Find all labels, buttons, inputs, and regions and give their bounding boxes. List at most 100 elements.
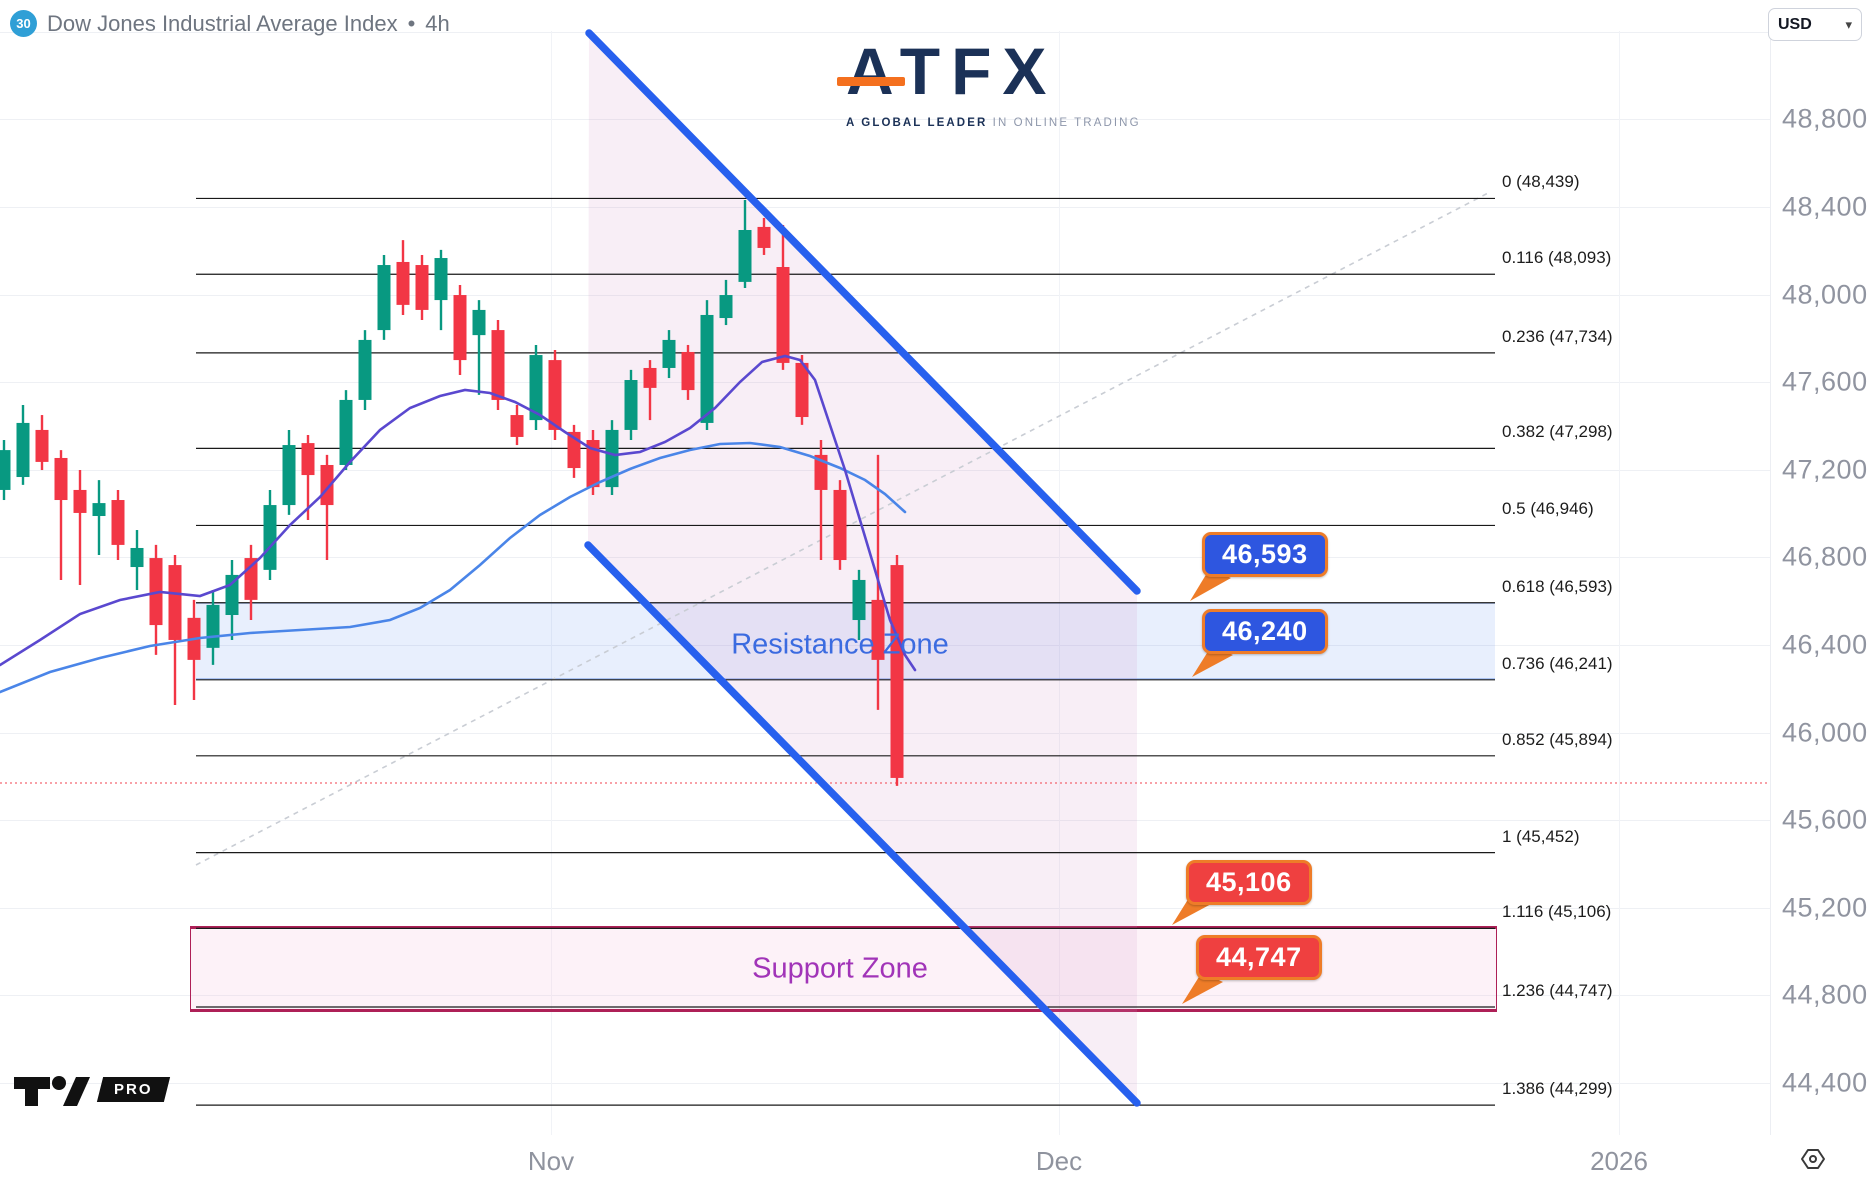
candle-body [434,258,448,301]
price-axis-label: 48,000 [1782,279,1868,310]
gridline-horizontal [0,119,1770,121]
gridline-horizontal [0,469,1770,471]
atfx-logo: ATFX A GLOBAL LEADER IN ONLINE TRADING [837,34,1139,129]
fib-level-label: 1.236 (44,747) [1502,981,1613,1000]
symbol-logo-badge: 30 [10,10,37,37]
candle-body [282,445,296,506]
fib-level-label: 0.852 (45,894) [1502,729,1613,749]
candle-body [852,579,866,621]
atfx-tagline-rest: IN ONLINE TRADING [987,117,1141,129]
candle-body [92,503,106,517]
symbol-title[interactable]: 30 Dow Jones Industrial Average Index • … [10,10,450,37]
candle-body [491,330,505,400]
moving-average-slow [0,441,907,694]
trend-channel-fill [588,33,1137,1103]
gridline-vertical [1619,31,1620,1135]
trendline[interactable] [585,29,1141,595]
time-axis-label: Nov [527,1146,575,1176]
symbol-timeframe: 4h [425,10,450,36]
fib-level-label: 0.236 (47,734) [1502,326,1613,346]
candle-body [320,464,334,506]
gridline-vertical [551,31,552,1135]
fib-level-label: 0.5 (46,946) [1502,499,1594,519]
gear-icon[interactable] [1798,1144,1828,1174]
price-axis-label: 44,400 [1782,1067,1868,1098]
price-callout-label[interactable]: 46,593 [1202,532,1328,577]
candle-body [472,309,486,336]
candle-body [206,604,220,648]
candle-body [700,314,714,423]
tradingview-glyph-icon [14,1076,90,1106]
candle-body [586,440,600,488]
candle-body [339,399,353,465]
price-callout-label[interactable]: 45,106 [1186,860,1312,905]
time-axis-label: 2026 [1590,1146,1648,1176]
candle-body [35,429,49,462]
gridline-horizontal [0,557,1770,559]
candle-body [73,489,87,513]
fib-level-label: 1.116 (45,106) [1502,902,1612,922]
tradingview-logo[interactable]: PRO [14,1072,170,1106]
fib-level-label: 0 (48,439) [1502,172,1580,192]
gridline-horizontal [0,820,1770,822]
candle-body [757,226,771,248]
gridline-horizontal [0,1083,1770,1084]
price-callout-label[interactable]: 44,747 [1196,935,1322,980]
atfx-wordmark: ATFX [846,34,1058,108]
candle-body [453,295,467,361]
gridline-horizontal [0,31,1770,33]
price-axis-label: 44,800 [1782,979,1868,1010]
candle-body [681,351,695,391]
candle-body [510,415,524,437]
candle-body [643,367,657,388]
gridline-horizontal [0,207,1770,208]
candle-body [377,265,391,331]
candle-body [890,565,904,778]
candle-body [168,565,182,640]
candle-body [396,261,410,305]
price-axis-label: 45,600 [1782,804,1868,835]
gridline-horizontal [0,382,1770,384]
fib-level-label: 1 (45,452) [1502,826,1580,846]
currency-select[interactable]: USD ▾ [1768,8,1862,41]
candle-body [130,547,144,568]
candle-body [415,265,429,310]
price-axis-label: 48,800 [1782,103,1868,134]
price-axis-label: 45,200 [1782,892,1868,923]
gridline-horizontal [0,995,1770,997]
trendline[interactable] [584,541,1141,1107]
candle-body [244,558,258,600]
price-callout-label[interactable]: 46,240 [1202,609,1328,654]
price-axis-label: 47,600 [1782,366,1868,397]
fib-level-label: 0.116 (48,093) [1502,248,1612,268]
price-axis-label: 48,400 [1782,191,1868,222]
candle-body [738,229,752,282]
candle-body [548,360,562,430]
candle-body [54,457,68,501]
candle-body [605,429,619,488]
atfx-tagline: A GLOBAL LEADER IN ONLINE TRADING [846,117,1139,129]
fib-level-label: 0.736 (46,241) [1502,653,1613,673]
symbol-name: Dow Jones Industrial Average Index [47,10,398,36]
candle-body [225,574,239,615]
candle-body [814,454,828,490]
candle-body [16,422,30,478]
candle-body [301,443,315,476]
support-zone-label: Support Zone [752,952,928,985]
candle-body [624,380,638,430]
fib-level-label: 0.618 (46,593) [1502,576,1613,596]
dashed-trendline[interactable] [195,191,1491,866]
candle-body [358,339,372,400]
price-axis-label: 46,000 [1782,717,1868,748]
gridline-vertical [1059,31,1060,1135]
candle-body [111,500,125,545]
currency-selected-value: USD [1778,15,1812,33]
candle-body [263,505,277,570]
time-axis-label: Dec [1035,1146,1083,1176]
price-axis-label: 46,400 [1782,629,1868,660]
pro-badge: PRO [96,1076,170,1102]
gridline-horizontal [0,732,1770,734]
resistance-zone-label: Resistance Zone [731,628,949,661]
